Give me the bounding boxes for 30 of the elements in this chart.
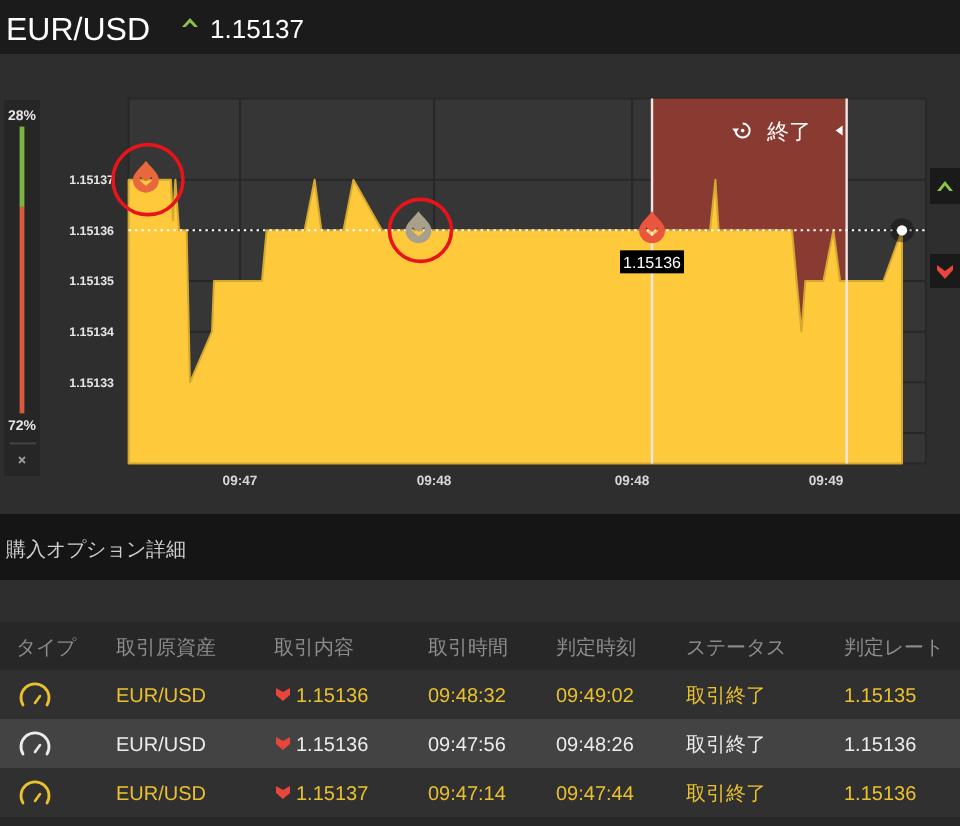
text: 1.15135 — [844, 686, 918, 708]
text: 09:47:56 — [428, 735, 507, 757]
category-label: 判定時刻 — [556, 636, 636, 660]
category-label: ステータス — [686, 638, 786, 660]
text: 取引終了 — [686, 782, 766, 806]
text: 購入オプション詳細 — [6, 538, 186, 562]
chart-subtitle: 1.15137 — [210, 14, 304, 44]
text: 取引終了 — [686, 684, 766, 708]
text: 取引終了 — [686, 733, 766, 757]
category-label: 取引時間 — [428, 636, 508, 660]
text: 1.15137 — [296, 784, 370, 806]
category-label: 取引内容 — [274, 636, 354, 660]
category-label: 取引原資産 — [116, 636, 216, 660]
text: 1.15136 — [296, 686, 370, 708]
category-label: タイプ — [16, 636, 78, 660]
text: EUR/USD — [116, 784, 207, 806]
data-label: 1.15136 — [623, 253, 683, 272]
band-label: 終了 — [764, 120, 811, 145]
text: 09:49:02 — [556, 686, 635, 708]
text: EUR/USD — [116, 735, 207, 757]
category-label: 判定レート — [844, 636, 944, 660]
text: 1.15136 — [844, 735, 918, 757]
text: EUR/USD — [116, 686, 207, 708]
text: 09:48:32 — [428, 686, 507, 708]
text: 09:48:26 — [556, 735, 635, 757]
text: 09:47:44 — [556, 784, 635, 806]
chart-title: EUR/USD — [6, 14, 151, 48]
text: 1.15136 — [296, 735, 370, 757]
text: 09:47:14 — [428, 784, 507, 806]
text: 1.15136 — [844, 784, 918, 806]
